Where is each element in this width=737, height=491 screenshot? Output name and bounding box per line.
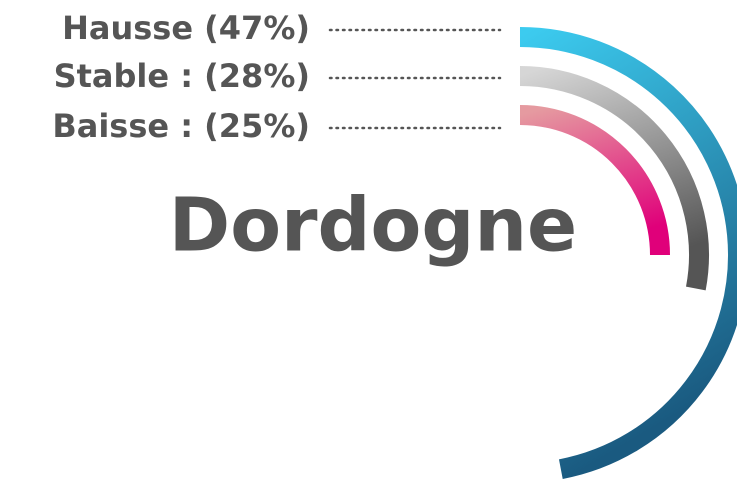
legend-label: Stable : (28%) [54,57,310,95]
category-label: Hausse [62,9,193,47]
value-label: (25%) [204,107,310,145]
chart-title: Dordogne [169,183,577,269]
arc-bar [519,66,709,291]
value-label: (28%) [204,57,310,95]
category-label: Stable : [54,57,193,95]
category-label: Baisse : [52,107,193,145]
legend-label: Hausse (47%) [62,9,310,47]
legend-label: Baisse : (25%) [52,107,310,145]
value-label: (47%) [204,9,310,47]
arc-bar [519,105,670,256]
